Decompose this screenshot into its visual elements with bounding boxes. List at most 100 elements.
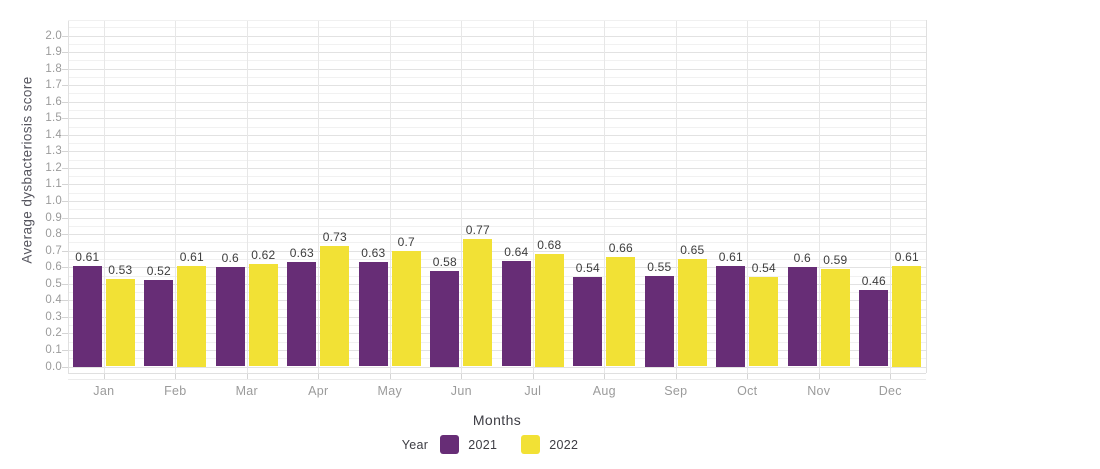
y-axis-tick [62, 201, 68, 202]
y-tick-label: 1.3 [45, 145, 62, 158]
gridline-vertical [532, 20, 534, 373]
plot-left-edge [68, 20, 69, 373]
bar-2021-may[interactable] [358, 262, 388, 367]
gridline-major [68, 134, 926, 136]
bar-2022-may[interactable] [391, 250, 421, 367]
gridline-major [68, 283, 926, 285]
bar-2022-jan[interactable] [105, 278, 135, 367]
x-axis-tick [818, 373, 820, 379]
gridline-major [68, 52, 926, 53]
bar-value-2021-sep: 0.55 [647, 259, 672, 274]
bar-2022-apr[interactable] [320, 245, 350, 367]
bar-2021-feb[interactable] [144, 280, 174, 367]
bar-2022-nov[interactable] [820, 268, 850, 367]
legend-title: Year [401, 437, 429, 452]
y-axis-tick [62, 101, 68, 103]
y-tick-label: 0.6 [45, 261, 62, 274]
y-tick-label: 0.2 [45, 327, 62, 340]
bar-2021-aug[interactable] [573, 277, 603, 367]
bar-2022-jul[interactable] [534, 254, 564, 367]
bar-2022-sep[interactable] [677, 258, 707, 367]
bar-2021-mar[interactable] [215, 267, 245, 367]
x-tick-label-oct: Oct [737, 384, 758, 398]
y-axis-tick [62, 366, 68, 368]
gridline-minor [68, 27, 926, 29]
gridline-minor [68, 308, 926, 310]
x-axis-tick [890, 373, 892, 379]
gridline-major [68, 184, 926, 186]
bar-2021-jul[interactable] [501, 260, 531, 367]
gridline-major [68, 316, 926, 318]
x-axis-tick [103, 373, 105, 379]
x-axis-tick [389, 373, 391, 379]
y-tick-label: 1.1 [45, 178, 62, 191]
bar-value-2021-may: 0.63 [361, 246, 386, 261]
gridline-vertical [675, 20, 677, 373]
bar-2021-nov[interactable] [787, 267, 817, 367]
y-tick-label: 0.5 [45, 277, 62, 290]
bar-2022-mar[interactable] [248, 263, 278, 367]
gridline-vertical [461, 20, 463, 373]
x-tick-label-may: May [377, 384, 403, 398]
legend-entry-2021[interactable]: 2021 [440, 435, 497, 454]
y-axis-tick [62, 52, 68, 53]
bar-2021-apr[interactable] [287, 262, 317, 367]
y-axis-tick [62, 283, 68, 285]
gridline-major [68, 234, 926, 236]
bar-2022-oct[interactable] [749, 277, 779, 367]
gridline-major [68, 167, 926, 169]
gridline-vertical [246, 20, 248, 373]
bar-value-2022-feb: 0.61 [179, 249, 204, 264]
bar-value-2021-aug: 0.54 [575, 261, 600, 276]
legend: Year 2021 2022 [68, 435, 926, 454]
gridline-vertical [818, 20, 820, 373]
y-axis-tick [62, 316, 68, 318]
bar-value-2021-feb: 0.52 [146, 264, 171, 279]
x-tick-label-jul: Jul [524, 384, 542, 398]
legend-entry-2022[interactable]: 2022 [521, 435, 578, 454]
x-axis-outer-line [68, 379, 926, 380]
x-axis-title: Months [472, 412, 522, 428]
gridline-minor [68, 159, 926, 161]
bar-value-2021-nov: 0.6 [793, 251, 811, 266]
x-axis-tick [246, 373, 248, 379]
y-axis-tick [62, 267, 68, 269]
bar-2022-jun[interactable] [463, 239, 493, 367]
gridline-minor [68, 110, 926, 111]
bar-value-2022-jan: 0.53 [108, 262, 133, 277]
bar-2022-feb[interactable] [177, 265, 207, 367]
y-axis-tick [62, 184, 68, 186]
gridline-major [68, 250, 926, 252]
y-axis-tick [62, 167, 68, 169]
gridline-minor [68, 341, 926, 343]
bar-2022-dec[interactable] [892, 265, 922, 367]
y-axis-tick [62, 35, 68, 37]
y-tick-label: 1.9 [45, 46, 62, 58]
gridline-minor [68, 192, 926, 194]
bar-value-2022-jul: 0.68 [537, 238, 562, 252]
bar-2021-jun[interactable] [430, 270, 460, 367]
gridline-minor [68, 358, 926, 360]
gridline-major [68, 151, 926, 153]
bar-2021-oct[interactable] [716, 265, 746, 367]
gridline-major [68, 366, 926, 368]
y-axis-tick [62, 151, 68, 153]
y-tick-label: 1.2 [45, 161, 62, 174]
bar-2022-aug[interactable] [606, 257, 636, 367]
bar-2021-jan[interactable] [72, 265, 102, 367]
y-tick-label: 1.8 [45, 62, 62, 75]
y-tick-label: 0.0 [45, 360, 62, 373]
bar-value-2021-jul: 0.64 [504, 244, 529, 259]
bar-2021-sep[interactable] [644, 275, 674, 367]
x-tick-label-dec: Dec [878, 384, 902, 398]
bar-value-2021-apr: 0.63 [289, 246, 314, 261]
y-tick-label: 1.5 [45, 112, 62, 125]
bar-2021-dec[interactable] [859, 290, 889, 367]
gridline-vertical [604, 20, 606, 373]
gridline-major [68, 267, 926, 269]
y-axis-tick [62, 300, 68, 302]
y-tick-label: 1.4 [45, 128, 62, 141]
gridline-major [68, 118, 926, 120]
legend-swatch-2021-icon [440, 435, 460, 454]
